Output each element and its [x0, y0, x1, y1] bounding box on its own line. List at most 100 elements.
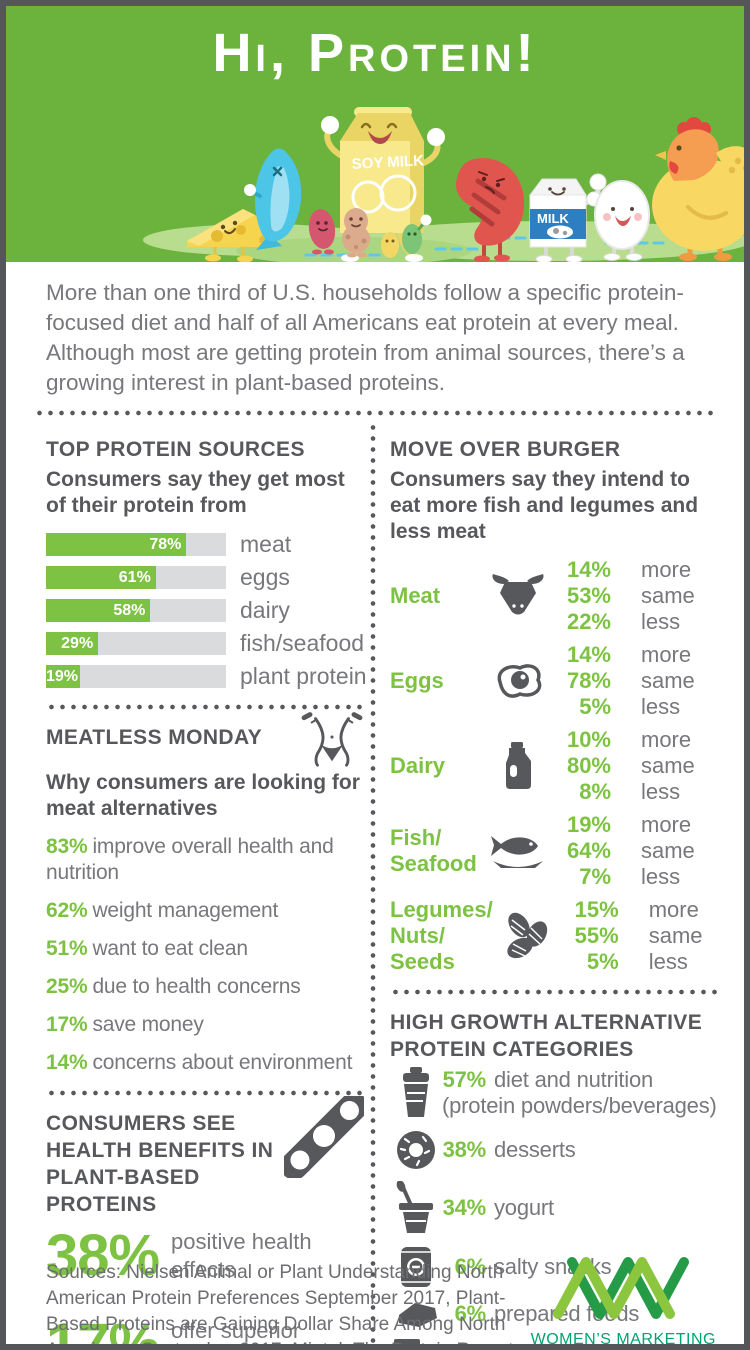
bull-icon	[492, 574, 544, 615]
protein-characters-illustration: SOY MILK	[143, 107, 744, 262]
table-row: Meat 14% 53% 22% more same less	[390, 557, 720, 635]
list-item: 14% concerns about environment	[46, 1051, 353, 1074]
yogurt-cup-icon	[396, 1181, 433, 1233]
header-banner: Hi, Protein!	[6, 6, 744, 262]
section-high-growth: HIGH GROWTH ALTERNATIVE PROTEIN CATEGORI…	[390, 1009, 720, 1344]
legend-column: more same less	[641, 812, 695, 889]
womens-marketing-logo-icon	[553, 1257, 690, 1319]
bar-fill: 78%	[46, 533, 187, 556]
bar-label: meat	[240, 531, 292, 557]
divider-horizontal	[34, 410, 716, 416]
donut-icon	[397, 1131, 435, 1169]
divider-vertical	[370, 422, 376, 1344]
bar-track: 19%	[46, 665, 226, 688]
list-item: 3%granola/cereal	[390, 1337, 720, 1344]
waist-dumbbell-icon	[301, 712, 363, 767]
fish-character	[244, 148, 302, 250]
milk-label: MILK	[537, 211, 569, 226]
protein-sources-bar-chart: 78% meat 61% eggs 58% dairy 29% fish/sea…	[46, 531, 367, 690]
section-title: TOP PROTEIN SOURCES	[46, 438, 305, 461]
milk-carton-character: MILK	[529, 173, 607, 262]
food-label: Fish/Seafood	[390, 825, 477, 876]
bar-row: 58% dairy	[46, 597, 364, 624]
footer: Sources: Nielsen Animal or Plant Underst…	[46, 1254, 716, 1348]
percent-column: 14% 53% 22%	[566, 557, 611, 634]
list-item: 62% weight management	[46, 899, 279, 922]
stat-row: 17% offer superior nutritional value	[46, 1311, 364, 1350]
section-title: HIGH GROWTH ALTERNATIVE PROTEIN CATEGORI…	[390, 1011, 703, 1061]
bar-fill: 58%	[46, 599, 151, 622]
fish-plate-icon	[491, 836, 543, 868]
list-item: 38% desserts	[390, 1127, 720, 1173]
percent-column: 10% 80% 8%	[566, 727, 611, 804]
stat-value: 38%	[46, 1223, 160, 1288]
prepared-food-icon	[399, 1303, 437, 1327]
divider-horizontal	[390, 989, 720, 995]
bar-label: plant protein	[240, 663, 367, 689]
legend-column: more same less	[648, 897, 703, 974]
food-label: Eggs	[390, 668, 444, 693]
soy-milk-label: SOY MILK	[351, 152, 424, 173]
divider-horizontal	[46, 1090, 364, 1096]
percent-column: 19% 64% 7%	[566, 812, 611, 889]
bar-row: 19% plant protein	[46, 663, 367, 690]
legend-column: more same less	[641, 642, 695, 719]
stat-row: 38% positive health effects	[46, 1222, 364, 1289]
section-subtitle: Consumers say they intend to eat more fi…	[390, 468, 699, 543]
pea-pod-icon	[284, 1096, 364, 1178]
section-title: MEATLESS MONDAY	[46, 726, 263, 749]
right-column: MOVE OVER BURGER Consumers say they inte…	[376, 422, 720, 1344]
section-subtitle: Why consumers are looking for meat alter…	[46, 771, 360, 820]
section-meatless-monday: MEATLESS MONDAY Why consumers are lookin	[46, 710, 364, 1076]
womens-marketing-logo: WOMEN’S MARKETING	[530, 1254, 716, 1348]
section-subtitle: Consumers say they get most of their pro…	[46, 468, 345, 517]
food-label: Meat	[390, 583, 441, 608]
intro-paragraph: More than one third of U.S. households f…	[46, 280, 685, 395]
sources-text: Sources: Nielsen Animal or Plant Underst…	[46, 1262, 519, 1344]
page-title: Hi, Protein!	[212, 23, 538, 83]
section-plant-benefits: CONSUMERS SEE HEALTH BENEFITS IN PLANT-B…	[46, 1096, 364, 1350]
list-item: 34% yogurt	[390, 1181, 720, 1235]
bar-label: fish/seafood	[240, 630, 365, 656]
bar-track: 29%	[46, 632, 226, 655]
list-item: 57% diet and nutrition (protein powders/b…	[390, 1067, 720, 1119]
section-title: MOVE OVER BURGER	[390, 438, 621, 461]
steak-character	[455, 158, 525, 262]
bar-track: 61%	[46, 566, 226, 589]
bar-row: 29% fish/seafood	[46, 630, 364, 657]
table-row: Eggs 14% 78% 5% more same less	[390, 642, 720, 720]
bar-track: 58%	[46, 599, 226, 622]
bar-label: dairy	[240, 597, 290, 623]
food-label: Legumes/Nuts/Seeds	[390, 897, 493, 974]
logo-text: WOMEN’S MARKETING	[530, 1331, 716, 1348]
fried-egg-icon	[497, 664, 542, 698]
bar-row: 61% eggs	[46, 564, 364, 591]
beans-characters	[308, 208, 432, 258]
table-row: Legumes/Nuts/Seeds	[390, 897, 720, 975]
stat-value: 17%	[46, 1312, 160, 1350]
legend-column: more same less	[641, 557, 695, 634]
food-label: Dairy	[390, 753, 446, 778]
cheese-character	[187, 209, 279, 262]
legend-column: more same less	[641, 727, 695, 804]
list-item: 51% want to eat clean	[46, 937, 248, 960]
chicken-character	[652, 117, 744, 261]
seeds-icon	[507, 912, 547, 959]
section-title: CONSUMERS SEE HEALTH BENEFITS IN PLANT-B…	[46, 1112, 274, 1216]
table-row: Fish/Seafood 19% 64% 7% more same less	[390, 812, 720, 890]
bar-fill: 61%	[46, 566, 156, 589]
bar-track: 78%	[46, 533, 226, 556]
percent-column: 15% 55% 5%	[574, 897, 619, 974]
stat-label: offer superior nutritional value	[171, 1317, 301, 1343]
snack-bag-icon	[401, 1247, 431, 1287]
section-move-over-burger: MOVE OVER BURGER Consumers say they inte…	[390, 436, 720, 975]
bar-label: eggs	[240, 564, 290, 590]
bar-fill: 19%	[46, 665, 81, 688]
bar-fill: 29%	[46, 632, 99, 655]
egg-character	[586, 180, 650, 261]
left-column: TOP PROTEIN SOURCES Consumers say they g…	[46, 422, 370, 1350]
bar-row: 78% meat	[46, 531, 364, 558]
milk-jug-icon	[506, 742, 531, 789]
percent-column: 14% 78% 5%	[566, 642, 611, 719]
